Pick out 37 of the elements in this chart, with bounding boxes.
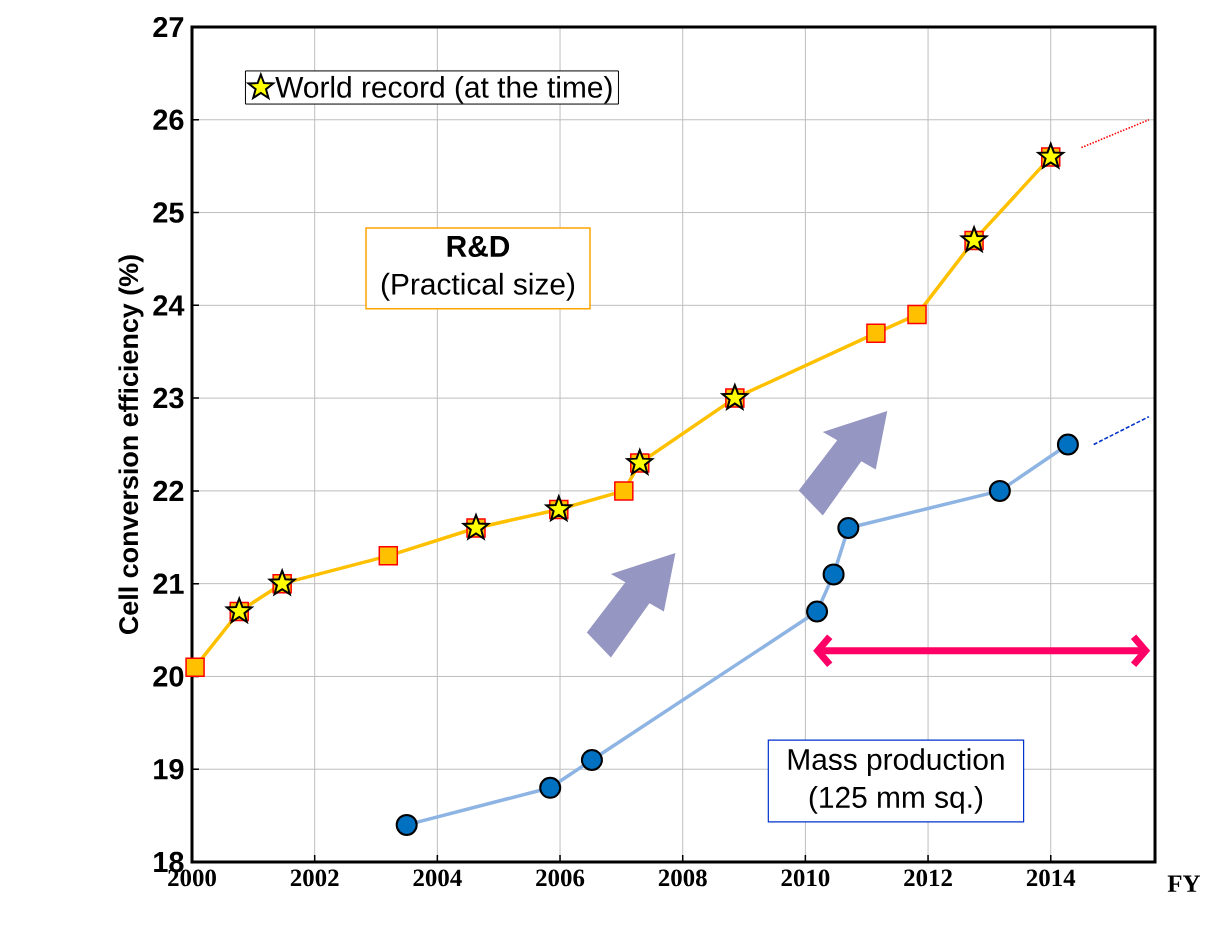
x-tick-label: 2012 (904, 869, 952, 887)
y-tick-label: 19 (154, 759, 184, 780)
annotation: (Practical size) (381, 272, 575, 301)
point (580, 748, 603, 771)
point (378, 546, 399, 566)
point (988, 479, 1011, 502)
point (539, 776, 562, 799)
x-tick-label: 2008 (658, 869, 707, 887)
x-tick-label: 2010 (781, 869, 830, 887)
x-axis-title: FY (1167, 875, 1201, 892)
y-tick-label: 21 (153, 573, 184, 594)
point (907, 304, 927, 325)
point (837, 517, 860, 539)
point (614, 481, 634, 501)
x-tick-label: 2014 (1026, 869, 1076, 887)
x-tick-label: 2006 (536, 869, 585, 887)
point (1037, 142, 1065, 169)
point (395, 813, 418, 836)
x-tick-label: 2004 (413, 869, 462, 887)
point (822, 563, 845, 586)
y-tick-label: 24 (153, 295, 185, 316)
x-tick-label: 2002 (290, 869, 339, 887)
y-tick-label: 23 (153, 387, 184, 409)
annotation: R&D (447, 235, 510, 257)
legend-label: World record (at the time) (275, 75, 612, 104)
y-tick-label: 26 (153, 109, 184, 130)
annotation: Mass production (788, 748, 1004, 777)
point (1056, 433, 1079, 456)
y-tick-label: 27 (153, 16, 184, 38)
y-tick-label: 22 (153, 480, 184, 501)
point (185, 657, 205, 677)
point (806, 600, 829, 623)
point (866, 323, 886, 343)
y-tick-label: 20 (153, 666, 184, 687)
annotation: (125 mm sq.) (809, 786, 983, 814)
y-tick-label: 25 (153, 202, 184, 223)
y-axis-title: Cell conversion efficiency (%) (118, 255, 144, 634)
